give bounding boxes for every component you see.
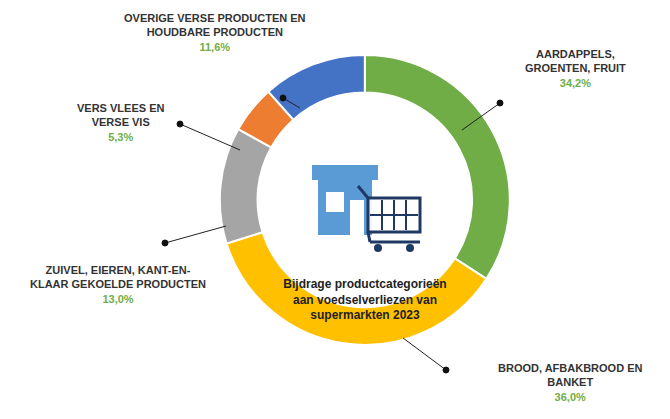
svg-text:AARDAPPELS,GROENTEN, FRUIT34,2: AARDAPPELS,GROENTEN, FRUIT34,2%: [525, 48, 626, 89]
svg-text:Bijdrage productcategorieënaan: Bijdrage productcategorieënaan voedselve…: [283, 277, 446, 322]
svg-text:VERS VLEES ENVERSE VIS5,3%: VERS VLEES ENVERSE VIS5,3%: [77, 102, 164, 143]
svg-text:ZUIVEL, EIEREN, KANT-EN-KLAAR: ZUIVEL, EIEREN, KANT-EN-KLAAR GEKOELDE P…: [30, 264, 206, 305]
svg-text:BROOD, AFBAKBROOD ENBANKET36,0: BROOD, AFBAKBROOD ENBANKET36,0%: [498, 362, 642, 403]
svg-text:OVERIGE VERSE PRODUCTEN ENHOUD: OVERIGE VERSE PRODUCTEN ENHOUDBARE PRODU…: [124, 12, 306, 53]
